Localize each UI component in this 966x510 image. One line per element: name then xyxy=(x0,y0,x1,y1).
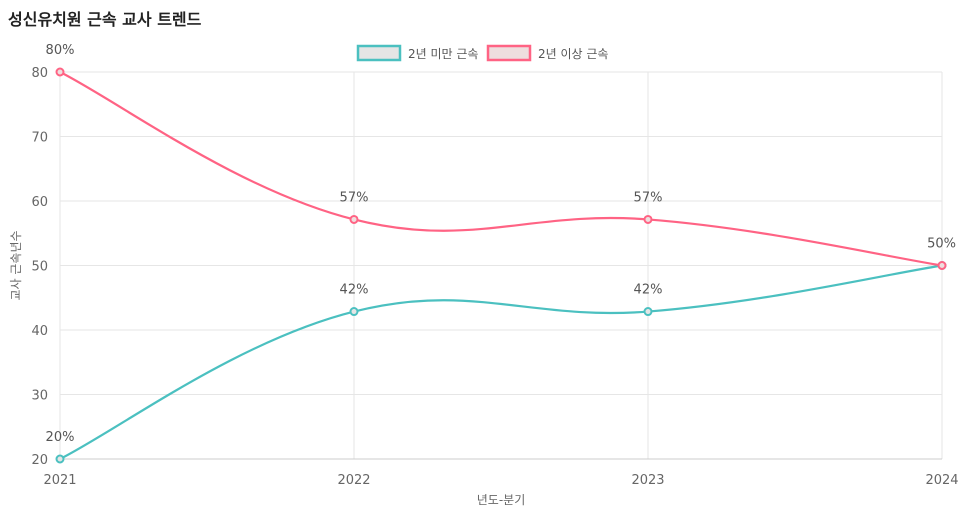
legend-label: 2년 이상 근속 xyxy=(538,47,608,61)
data-point[interactable] xyxy=(55,67,65,77)
data-label: 80% xyxy=(46,43,75,58)
y-tick-label: 80 xyxy=(31,66,48,81)
y-tick-label: 30 xyxy=(31,389,48,404)
x-tick-label: 2021 xyxy=(43,473,76,488)
data-label: 42% xyxy=(634,283,663,298)
x-tick-label: 2023 xyxy=(631,473,664,488)
x-tick-label: 2022 xyxy=(337,473,370,488)
chart-title: 성신유치원 근속 교사 트렌드 xyxy=(8,10,202,29)
data-point[interactable] xyxy=(643,307,653,317)
legend-swatch xyxy=(356,44,402,62)
y-tick-label: 40 xyxy=(31,324,48,339)
data-point[interactable] xyxy=(349,307,359,317)
series-layer xyxy=(55,67,947,464)
data-point[interactable] xyxy=(55,454,65,464)
y-tick-label: 50 xyxy=(31,260,48,275)
data-label: 42% xyxy=(340,283,369,298)
data-point[interactable] xyxy=(643,214,653,224)
data-point[interactable] xyxy=(349,214,359,224)
data-label: 50% xyxy=(927,237,956,252)
y-tick-label: 60 xyxy=(31,195,48,210)
y-axis-title: 교사 근속년수 xyxy=(9,230,23,300)
x-tick-label: 2024 xyxy=(925,473,958,488)
data-label: 57% xyxy=(340,190,369,205)
legend-label: 2년 미만 근속 xyxy=(408,47,478,61)
series-line xyxy=(59,264,943,460)
axes: 20 30 40 50 60 70 80 2021 2022 2023 2024 xyxy=(31,66,958,488)
data-label: 57% xyxy=(634,190,663,205)
series-line xyxy=(59,71,943,267)
data-labels: 20% 42% 42% 80% 57% 57% 50% xyxy=(46,43,956,445)
legend: 2년 미만 근속 2년 이상 근속 xyxy=(356,44,608,62)
grid xyxy=(59,71,943,460)
y-tick-label: 20 xyxy=(31,453,48,468)
data-label: 20% xyxy=(46,430,75,445)
data-point[interactable] xyxy=(937,261,947,270)
x-axis-title: 년도-분기 xyxy=(477,493,526,507)
y-tick-label: 70 xyxy=(31,131,48,146)
legend-swatch xyxy=(486,44,532,62)
